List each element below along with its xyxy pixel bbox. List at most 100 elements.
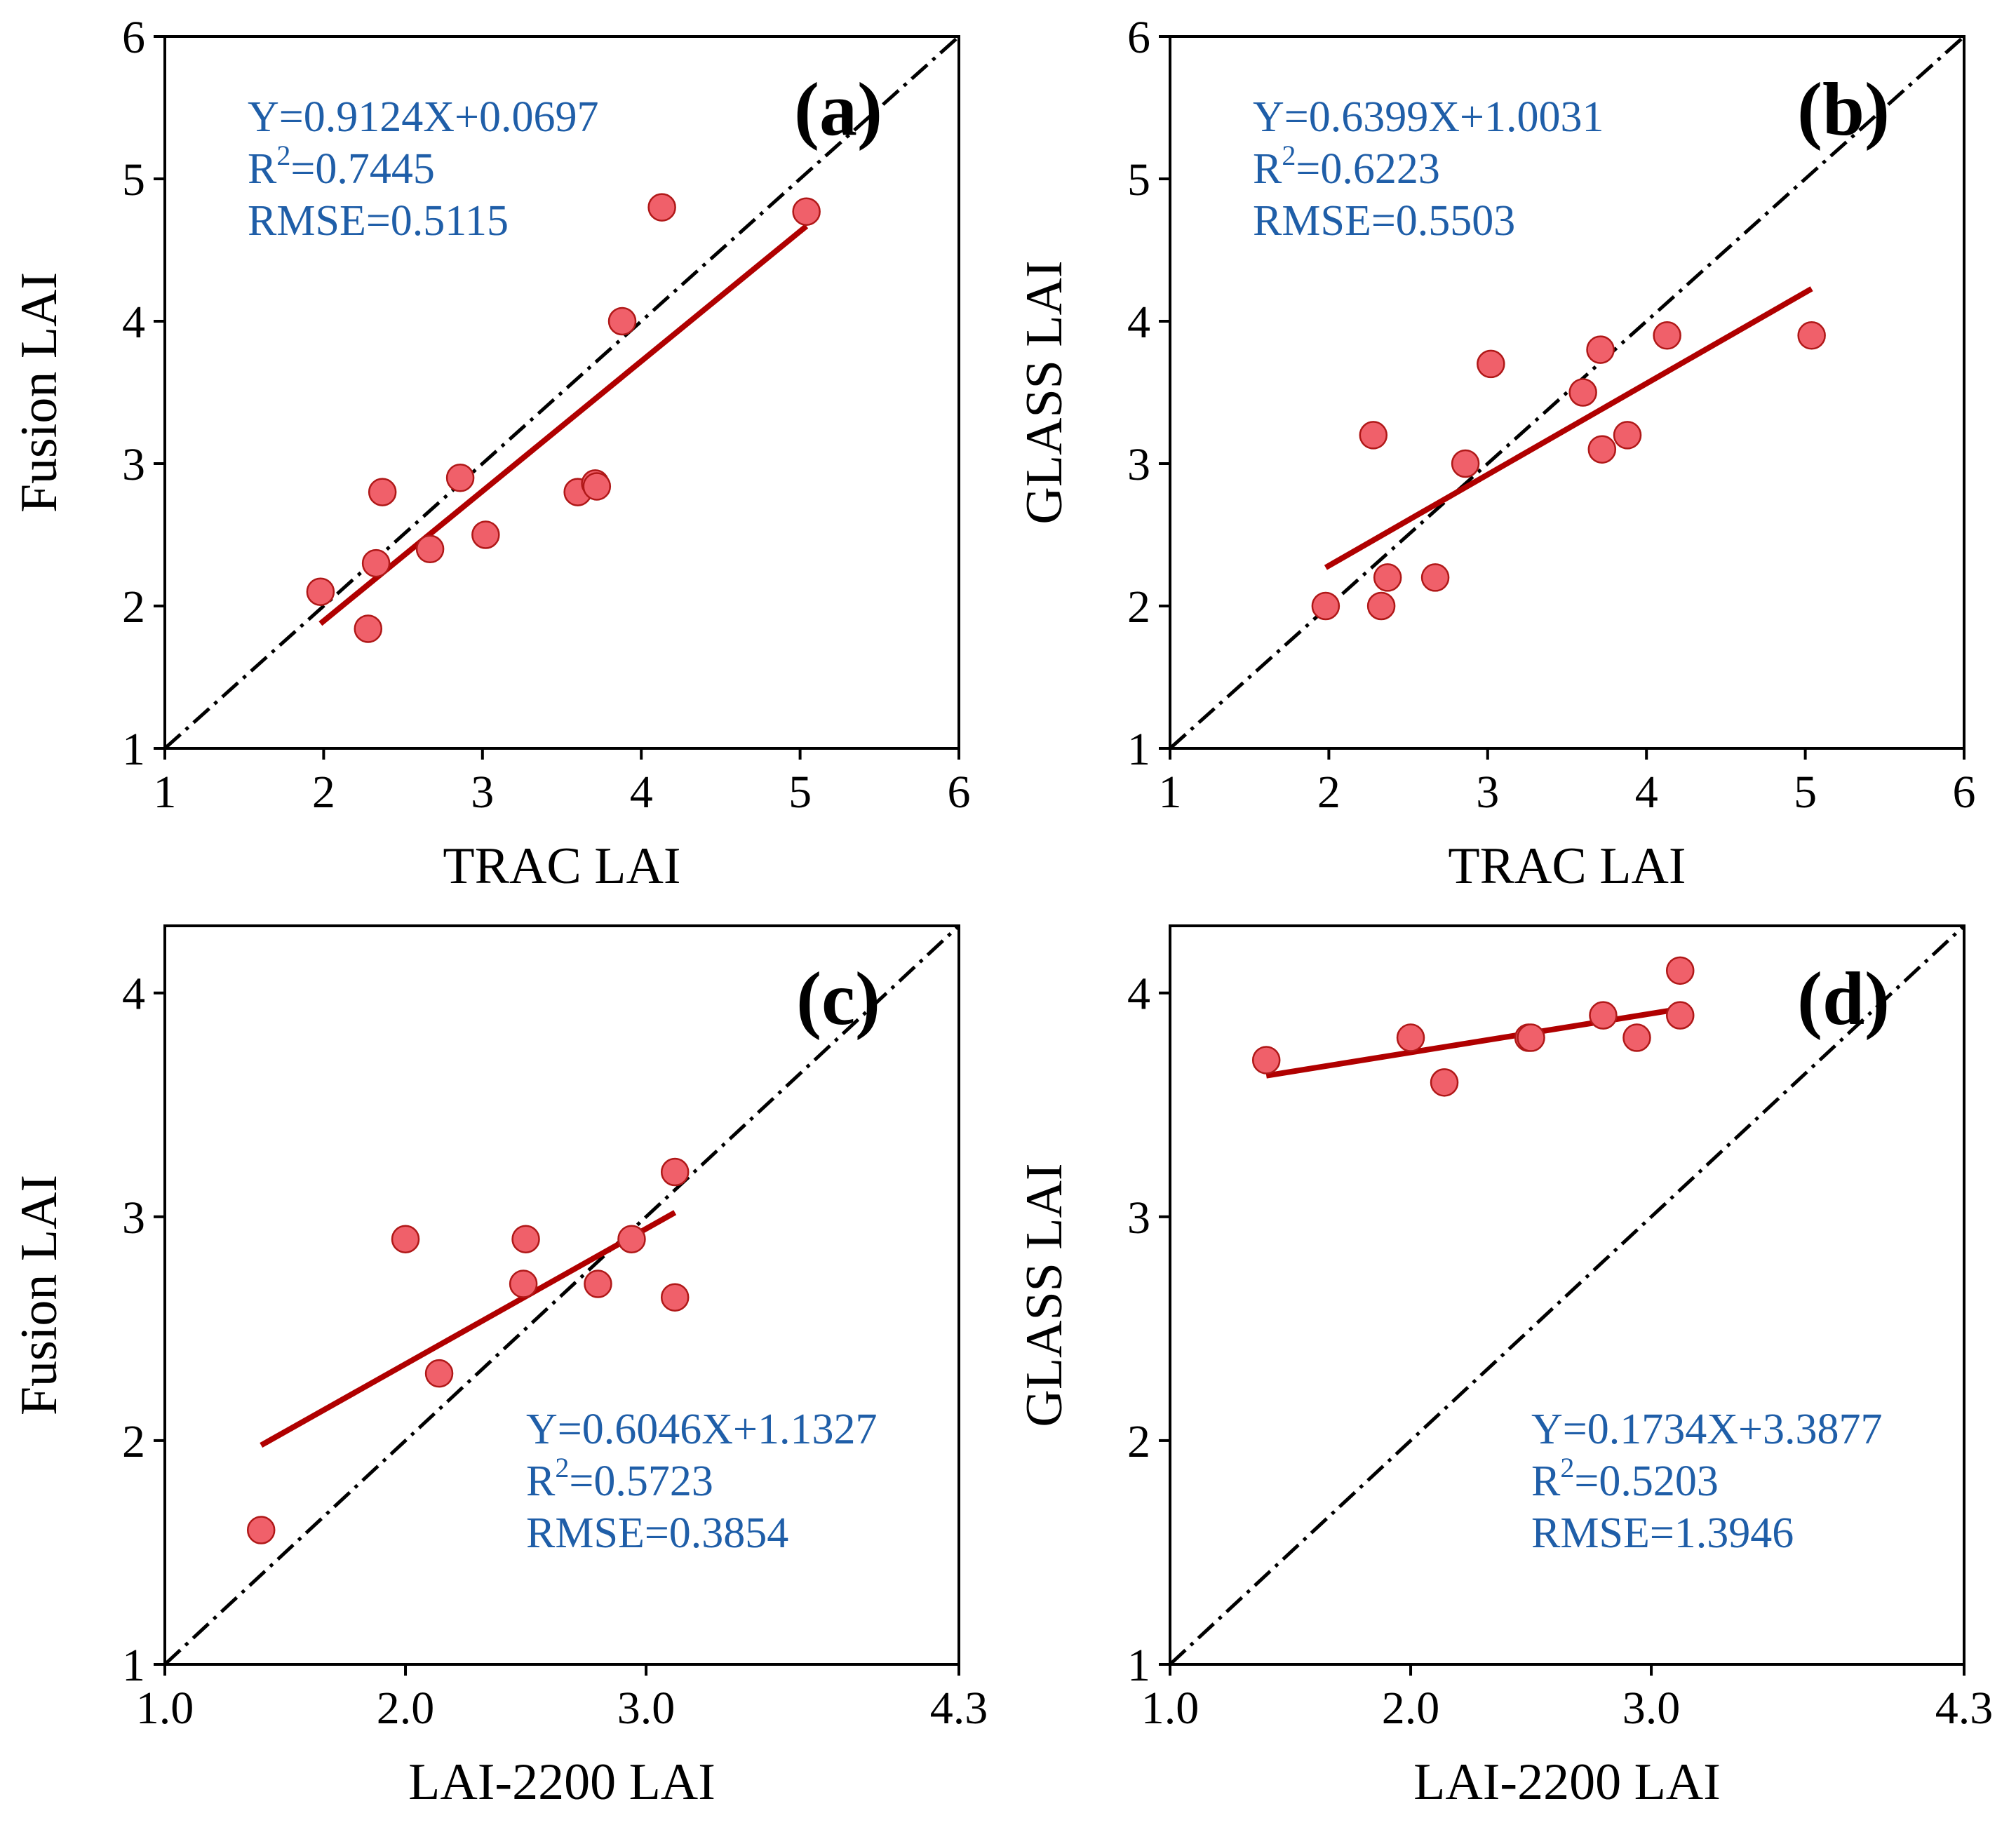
x-tick-label: 1.0 bbox=[1141, 1683, 1199, 1734]
fit-line bbox=[318, 224, 809, 626]
panel-tag: (a) bbox=[794, 68, 882, 151]
panel-tag: (b) bbox=[1797, 68, 1890, 151]
rmse-text: RMSE=0.5115 bbox=[248, 197, 509, 245]
data-point bbox=[1359, 421, 1388, 450]
y-tick-label: 6 bbox=[1127, 12, 1150, 63]
plot-frame bbox=[163, 35, 960, 750]
x-tick-label: 1 bbox=[154, 767, 177, 818]
r2-text: R2=0.5203 bbox=[1531, 1452, 1719, 1505]
rmse-text: RMSE=1.3946 bbox=[1531, 1509, 1794, 1557]
x-tick-label: 6 bbox=[1953, 767, 1976, 818]
y-axis-label: GLASS LAI bbox=[1016, 260, 1073, 524]
y-tick-label: 2 bbox=[122, 1416, 145, 1467]
panel-b: 1 2 3 4 5 6 1 2 3 4 5 6 TRAC LAI GLASS LAI (b) Y=0.6399… bbox=[1016, 12, 1976, 895]
y-tick-label: 2 bbox=[1127, 1416, 1150, 1467]
fit-line bbox=[1265, 1006, 1681, 1079]
y-tick-label: 5 bbox=[1127, 154, 1150, 206]
x-tick-label: 5 bbox=[788, 767, 812, 818]
x-tick-label: 3.0 bbox=[617, 1683, 676, 1734]
panel-tag: (c) bbox=[796, 957, 880, 1041]
data-point bbox=[584, 1270, 612, 1298]
data-point bbox=[1568, 378, 1597, 407]
y-tick-label: 6 bbox=[122, 12, 145, 63]
x-tick-label: 3.0 bbox=[1622, 1683, 1681, 1734]
data-point bbox=[1420, 563, 1450, 592]
data-point bbox=[415, 534, 445, 564]
x-axis-label: TRAC LAI bbox=[443, 837, 680, 895]
y-tick-label: 4 bbox=[1127, 969, 1150, 1020]
plot-frame bbox=[163, 924, 960, 1666]
y-tick-label: 1 bbox=[1127, 724, 1150, 775]
data-point bbox=[617, 1225, 646, 1253]
identity-line bbox=[165, 36, 959, 748]
fit-line bbox=[260, 1210, 677, 1448]
x-tick-label: 4.3 bbox=[1935, 1683, 1994, 1734]
y-tick-label: 4 bbox=[1127, 297, 1150, 348]
x-tick-label: 4 bbox=[630, 767, 653, 818]
y-tick-label: 1 bbox=[1127, 1640, 1150, 1691]
equation-text: Y=0.9124X+0.0697 bbox=[248, 93, 598, 141]
data-point bbox=[647, 193, 676, 222]
panel-a: 1 2 3 4 5 6 1 2 3 4 5 6 TRAC LAI Fusion LAI (a) Y=0.912… bbox=[11, 12, 971, 895]
data-point bbox=[1586, 335, 1615, 364]
data-point bbox=[509, 1270, 538, 1298]
panel-d: 1.0 2.0 3.0 4.3 1 2 3 4 LAI-2200 LAI GLASS LAI (d)… bbox=[1016, 924, 1994, 1811]
x-tick-label: 2 bbox=[1317, 767, 1340, 818]
y-tick-label: 1 bbox=[122, 1640, 145, 1691]
data-point bbox=[1251, 1046, 1281, 1075]
x-tick-label: 3 bbox=[471, 767, 494, 818]
y-axis-label: GLASS LAI bbox=[1016, 1163, 1073, 1427]
y-tick-label: 3 bbox=[122, 1192, 145, 1244]
equation-text: Y=0.6399X+1.0031 bbox=[1253, 93, 1604, 141]
data-point bbox=[1517, 1023, 1545, 1052]
data-point bbox=[354, 614, 383, 643]
y-tick-label: 2 bbox=[122, 581, 145, 633]
x-tick-label: 6 bbox=[948, 767, 971, 818]
data-point bbox=[1373, 563, 1402, 592]
data-point bbox=[424, 1359, 454, 1388]
x-tick-label: 3 bbox=[1476, 767, 1499, 818]
rmse-text: RMSE=0.3854 bbox=[526, 1509, 788, 1557]
data-point bbox=[391, 1225, 420, 1253]
data-point bbox=[445, 464, 475, 492]
plot-frame bbox=[1169, 924, 1965, 1666]
data-point bbox=[1797, 321, 1826, 350]
data-point bbox=[471, 520, 500, 549]
x-tick-label: 2.0 bbox=[1382, 1683, 1440, 1734]
x-tick-label: 1 bbox=[1159, 767, 1182, 818]
data-point bbox=[1430, 1068, 1459, 1097]
data-point bbox=[1451, 449, 1480, 478]
data-point bbox=[1366, 591, 1396, 621]
x-tick-label: 2 bbox=[312, 767, 335, 818]
y-tick-label: 1 bbox=[122, 724, 145, 775]
data-point bbox=[1613, 421, 1642, 450]
data-point bbox=[1589, 1001, 1618, 1030]
data-point bbox=[1311, 591, 1340, 621]
data-point bbox=[1477, 349, 1505, 379]
y-tick-label: 3 bbox=[122, 439, 145, 490]
identity-line bbox=[1170, 36, 1964, 748]
x-tick-label: 1.0 bbox=[136, 1683, 194, 1734]
data-point bbox=[1653, 321, 1681, 350]
y-tick-label: 3 bbox=[1127, 439, 1150, 490]
r2-text: R2=0.6223 bbox=[1253, 140, 1440, 193]
y-tick-label: 4 bbox=[122, 297, 145, 348]
data-point bbox=[1665, 956, 1695, 985]
y-tick-label: 4 bbox=[122, 969, 145, 1020]
equation-text: Y=0.1734X+3.3877 bbox=[1531, 1406, 1882, 1453]
x-tick-label: 4.3 bbox=[930, 1683, 988, 1734]
x-tick-label: 4 bbox=[1635, 767, 1658, 818]
identity-line bbox=[165, 926, 959, 1664]
rmse-text: RMSE=0.5503 bbox=[1253, 197, 1515, 245]
x-axis-label: LAI-2200 LAI bbox=[1413, 1753, 1721, 1811]
y-tick-label: 5 bbox=[122, 154, 145, 206]
y-tick-label: 3 bbox=[1127, 1192, 1150, 1244]
data-point bbox=[792, 197, 821, 226]
equation-text: Y=0.6046X+1.1327 bbox=[526, 1406, 877, 1453]
data-point bbox=[660, 1157, 690, 1187]
